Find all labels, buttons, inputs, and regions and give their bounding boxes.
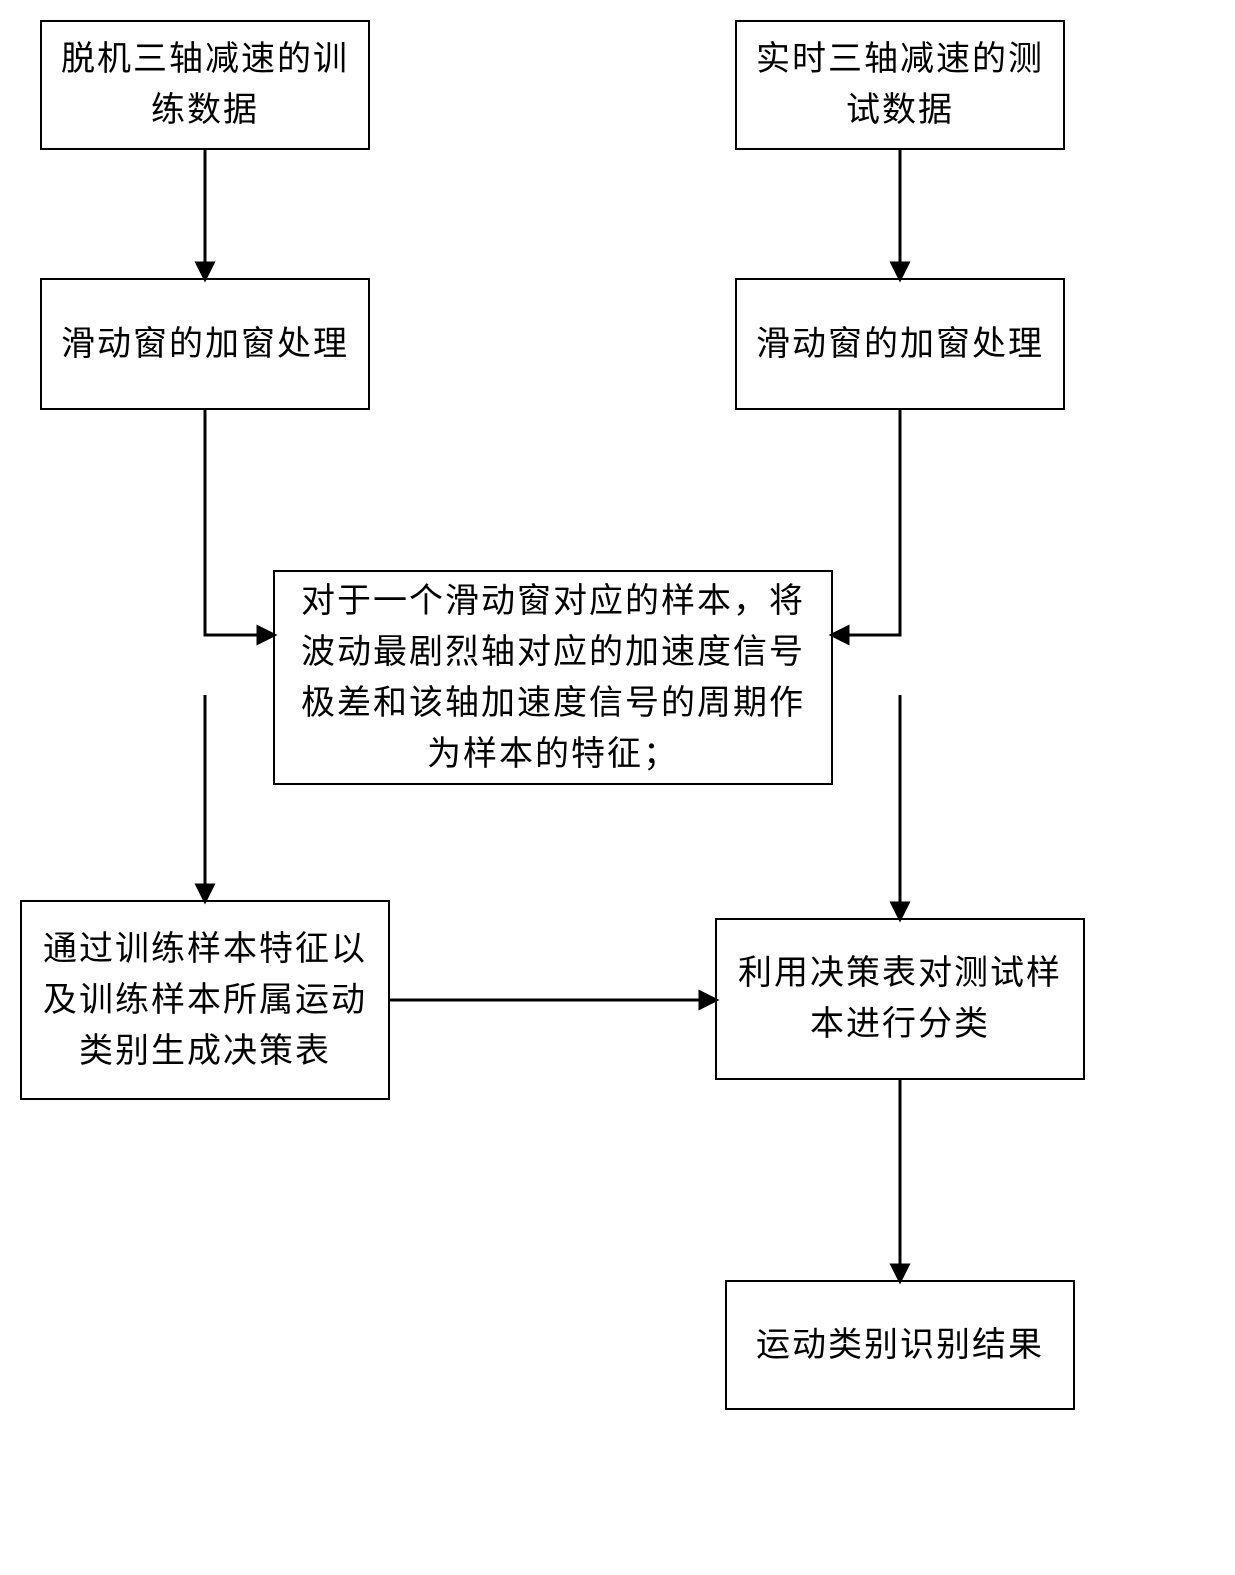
node-classification: 利用决策表对测试样本进行分类 [715,918,1085,1080]
node-label: 对于一个滑动窗对应的样本，将波动最剧烈轴对应的加速度信号极差和该轴加速度信号的周… [290,576,816,780]
node-label: 脱机三轴减速的训练数据 [57,34,353,136]
node-result: 运动类别识别结果 [725,1280,1075,1410]
node-sliding-window-right: 滑动窗的加窗处理 [735,278,1065,410]
node-label: 滑动窗的加窗处理 [61,319,349,370]
node-label: 滑动窗的加窗处理 [756,319,1044,370]
node-sliding-window-left: 滑动窗的加窗处理 [40,278,370,410]
node-realtime-test-data: 实时三轴减速的测试数据 [735,20,1065,150]
node-feature-extraction: 对于一个滑动窗对应的样本，将波动最剧烈轴对应的加速度信号极差和该轴加速度信号的周… [273,570,833,785]
node-label: 运动类别识别结果 [756,1320,1044,1371]
node-label: 实时三轴减速的测试数据 [752,34,1048,136]
node-label: 通过训练样本特征以及训练样本所属运动类别生成决策表 [37,924,373,1077]
node-offline-training-data: 脱机三轴减速的训练数据 [40,20,370,150]
node-decision-table: 通过训练样本特征以及训练样本所属运动类别生成决策表 [20,900,390,1100]
node-label: 利用决策表对测试样本进行分类 [732,948,1068,1050]
